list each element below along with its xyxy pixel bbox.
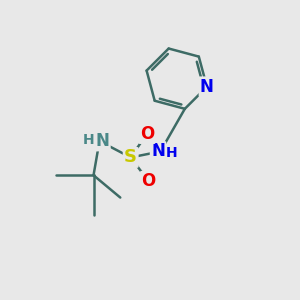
Text: O: O <box>141 172 156 190</box>
Text: N: N <box>95 132 110 150</box>
Text: N: N <box>151 142 165 160</box>
Text: H: H <box>82 134 94 148</box>
Text: H: H <box>166 146 178 160</box>
Text: S: S <box>124 148 137 166</box>
Text: O: O <box>140 125 154 143</box>
Text: N: N <box>200 78 214 96</box>
